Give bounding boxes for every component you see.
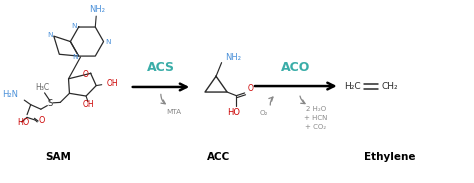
Text: NH₂: NH₂	[89, 5, 105, 14]
Text: N: N	[47, 32, 53, 38]
Text: 2 H₂O: 2 H₂O	[306, 106, 326, 112]
Text: MTA: MTA	[166, 109, 181, 115]
Text: HO: HO	[17, 118, 29, 127]
Text: HO: HO	[227, 109, 240, 117]
Text: SAM: SAM	[46, 152, 71, 162]
Text: + HCN: + HCN	[304, 115, 328, 121]
Text: O₂: O₂	[259, 110, 268, 116]
Text: N: N	[71, 23, 77, 29]
Text: CH₂: CH₂	[381, 82, 398, 91]
Text: OH: OH	[106, 79, 118, 88]
Text: ACS: ACS	[147, 61, 175, 74]
Text: O: O	[247, 84, 253, 93]
Text: H₂C: H₂C	[344, 82, 361, 91]
Text: S: S	[47, 99, 53, 108]
Text: ACC: ACC	[207, 152, 230, 162]
Text: + CO₂: + CO₂	[305, 124, 326, 130]
Text: H₃C: H₃C	[35, 83, 49, 92]
Text: OH: OH	[82, 100, 94, 109]
Text: N: N	[105, 39, 111, 44]
Text: H₂N: H₂N	[2, 90, 18, 99]
Text: O: O	[83, 70, 89, 79]
Text: Ethylene: Ethylene	[364, 152, 415, 162]
Text: O: O	[38, 116, 45, 125]
Text: N: N	[72, 55, 78, 60]
Text: ACO: ACO	[281, 61, 310, 74]
Text: NH₂: NH₂	[225, 53, 241, 62]
